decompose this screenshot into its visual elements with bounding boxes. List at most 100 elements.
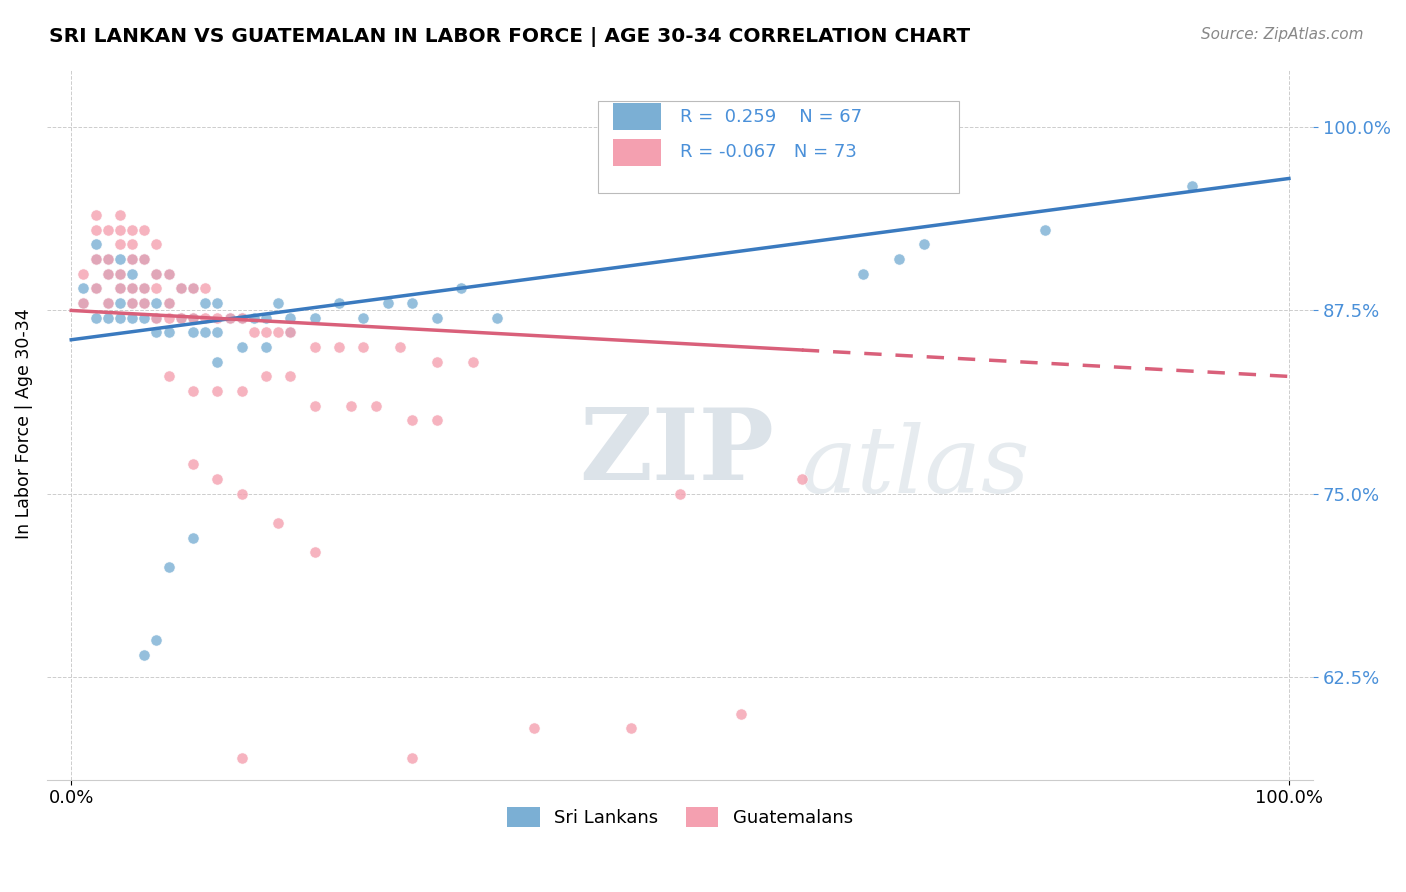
Point (207, 326, 229, 340)
Point (170, 281, 193, 295)
Point (157, 326, 180, 340)
Point (304, 340, 326, 354)
Point (157, 267, 180, 281)
Point (134, 281, 156, 295)
Point (523, 721, 546, 735)
Point (170, 281, 193, 295)
Point (669, 486, 692, 500)
Point (108, 296, 131, 310)
Point (1180, 178, 1202, 193)
Point (145, 310, 167, 325)
Point (157, 267, 180, 281)
Point (328, 296, 350, 310)
Point (889, 252, 911, 266)
Point (353, 340, 375, 354)
FancyBboxPatch shape (613, 139, 661, 166)
Text: R =  0.259    N = 67: R = 0.259 N = 67 (681, 108, 862, 126)
Point (108, 281, 131, 295)
Point (108, 223, 131, 237)
Y-axis label: In Labor Force | Age 30-34: In Labor Force | Age 30-34 (15, 309, 32, 540)
Point (108, 208, 131, 222)
Point (108, 281, 131, 295)
Point (401, 296, 423, 310)
Point (304, 545, 326, 559)
Point (181, 458, 204, 472)
Point (108, 310, 131, 325)
Point (145, 310, 167, 325)
Point (84, 208, 107, 222)
Point (181, 531, 204, 545)
Point (207, 310, 229, 325)
Point (450, 281, 472, 295)
Point (486, 310, 509, 325)
Point (97, 310, 120, 325)
Point (121, 252, 143, 266)
Point (280, 369, 302, 384)
Point (254, 340, 277, 354)
Point (254, 369, 277, 384)
Point (108, 252, 131, 266)
Point (72, 281, 94, 295)
Point (84, 237, 107, 252)
Legend: Sri Lankans, Guatemalans: Sri Lankans, Guatemalans (501, 799, 860, 835)
Point (170, 310, 193, 325)
Point (1035, 223, 1057, 237)
Point (231, 384, 253, 398)
Point (620, 721, 643, 735)
Point (194, 281, 217, 295)
Point (121, 296, 143, 310)
Point (353, 310, 375, 325)
FancyBboxPatch shape (598, 101, 959, 193)
Point (121, 281, 143, 295)
Point (304, 399, 326, 413)
Point (170, 310, 193, 325)
Point (108, 237, 131, 252)
Point (97, 267, 120, 281)
Point (254, 326, 277, 340)
Point (72, 296, 94, 310)
Point (108, 267, 131, 281)
Point (425, 355, 447, 369)
Point (181, 310, 204, 325)
Point (267, 296, 290, 310)
Text: SRI LANKAN VS GUATEMALAN IN LABOR FORCE | AGE 30-34 CORRELATION CHART: SRI LANKAN VS GUATEMALAN IN LABOR FORCE … (49, 27, 970, 46)
Point (121, 223, 143, 237)
FancyBboxPatch shape (613, 103, 661, 130)
Point (181, 281, 204, 295)
Point (194, 296, 217, 310)
Point (157, 296, 180, 310)
Point (243, 326, 266, 340)
Point (134, 296, 156, 310)
Point (207, 472, 229, 486)
Point (280, 326, 302, 340)
Point (461, 355, 484, 369)
Point (145, 633, 167, 648)
Point (231, 486, 253, 500)
Point (145, 267, 167, 281)
Point (243, 310, 266, 325)
Point (157, 310, 180, 325)
Point (181, 310, 204, 325)
Point (84, 252, 107, 266)
Point (304, 310, 326, 325)
Point (218, 310, 240, 325)
Point (267, 516, 290, 530)
Point (377, 296, 399, 310)
Point (121, 252, 143, 266)
Point (84, 252, 107, 266)
Point (134, 310, 156, 325)
Text: atlas: atlas (800, 422, 1029, 512)
Point (425, 413, 447, 427)
Point (121, 310, 143, 325)
Point (218, 310, 240, 325)
Point (121, 281, 143, 295)
Point (84, 310, 107, 325)
Point (340, 399, 363, 413)
Point (134, 223, 156, 237)
Point (97, 296, 120, 310)
Point (254, 310, 277, 325)
Text: ZIP: ZIP (579, 404, 773, 501)
Point (157, 296, 180, 310)
Text: Source: ZipAtlas.com: Source: ZipAtlas.com (1201, 27, 1364, 42)
Point (730, 706, 752, 721)
